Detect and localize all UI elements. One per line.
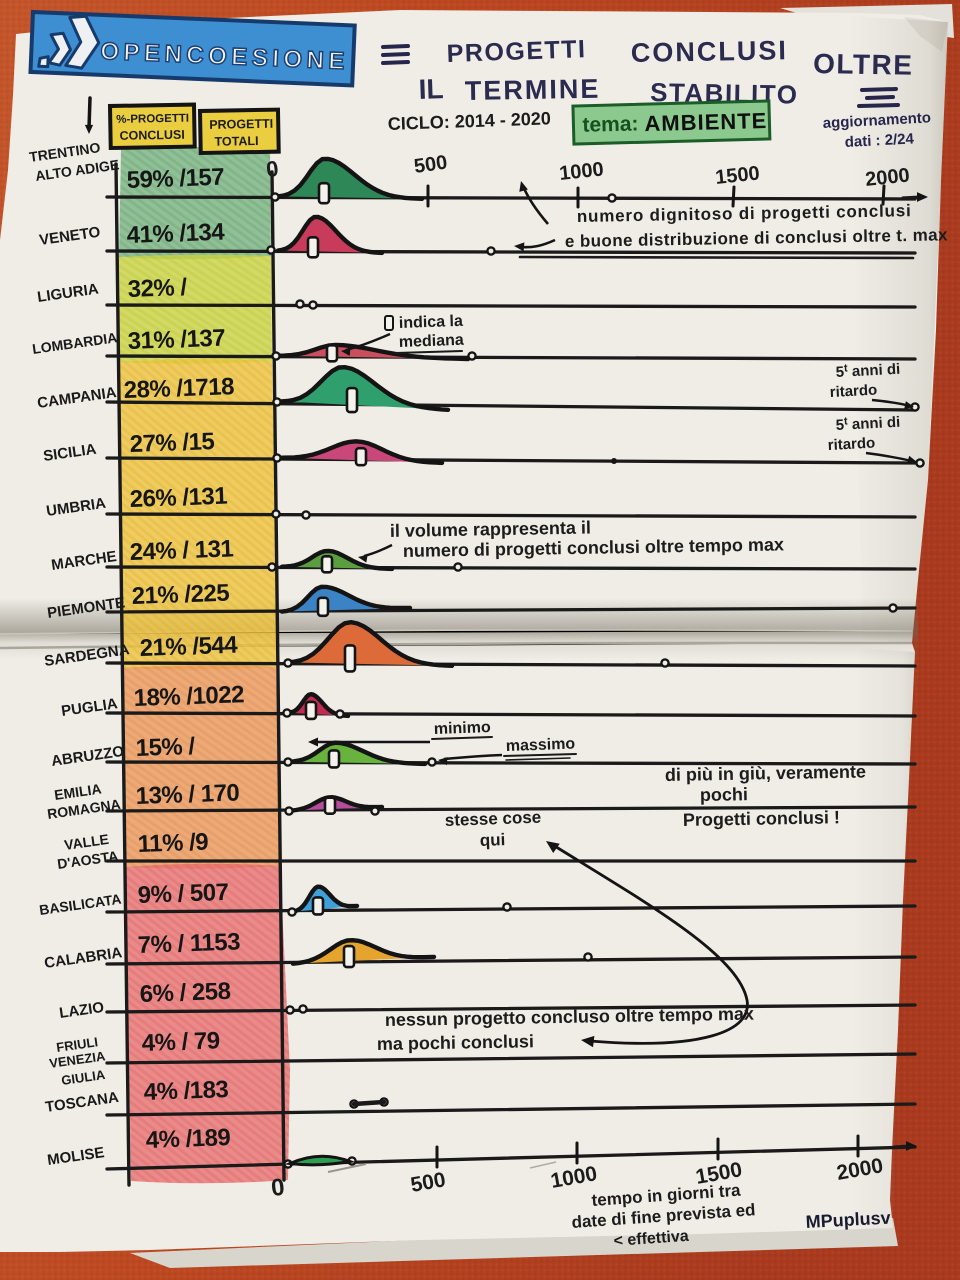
svg-text:aggiornamento: aggiornamento <box>822 109 931 132</box>
svg-text:CONCLUSI: CONCLUSI <box>631 35 788 68</box>
svg-text:Progetti conclusi !: Progetti conclusi ! <box>683 807 840 830</box>
svg-text:24% / 131: 24% / 131 <box>129 535 234 566</box>
svg-text:ritardo: ritardo <box>827 435 875 454</box>
svg-text:9% / 507: 9% / 507 <box>137 879 229 909</box>
svg-text:ritardo: ritardo <box>829 382 877 401</box>
svg-text:TERMINE: TERMINE <box>465 74 601 106</box>
svg-text:indica la: indica la <box>399 313 464 332</box>
svg-text:EMILIA: EMILIA <box>53 781 102 803</box>
svg-text:0: 0 <box>270 1174 286 1202</box>
svg-text:PROGETTI: PROGETTI <box>209 117 273 132</box>
svg-text:FRIULI: FRIULI <box>55 1034 99 1055</box>
svg-text:LAZIO: LAZIO <box>58 999 105 1022</box>
svg-text:MPuplusv: MPuplusv <box>805 1208 891 1232</box>
svg-text:stesse cose: stesse cose <box>444 808 541 830</box>
svg-text:GIULIA: GIULIA <box>60 1067 106 1088</box>
svg-text:32% /: 32% / <box>127 274 188 303</box>
svg-text:1500: 1500 <box>714 162 761 189</box>
svg-text:5t anni di: 5t anni di <box>835 413 900 434</box>
svg-text:OLTRE: OLTRE <box>813 48 914 81</box>
svg-text:5t anni di: 5t anni di <box>835 360 900 381</box>
svg-text:1000: 1000 <box>558 158 605 185</box>
svg-text:minimo: minimo <box>434 719 492 738</box>
svg-text:500: 500 <box>413 152 449 178</box>
svg-text:mediana: mediana <box>399 332 465 351</box>
svg-text:IL: IL <box>418 73 444 105</box>
svg-text:qui: qui <box>479 830 505 850</box>
svg-text:15% /: 15% / <box>135 733 196 762</box>
svg-text:di più in giù, veramente: di più in giù, veramente <box>665 761 866 785</box>
svg-text:0: 0 <box>265 156 280 182</box>
svg-text:4% /183: 4% /183 <box>143 1076 229 1106</box>
svg-text:dati : 2/24: dati : 2/24 <box>844 130 915 151</box>
svg-text:18% /1022: 18% /1022 <box>133 681 244 712</box>
svg-text:4% / 79: 4% / 79 <box>141 1027 220 1057</box>
svg-text:21% /544: 21% /544 <box>139 632 238 662</box>
svg-text:pochi: pochi <box>700 784 748 805</box>
svg-text:7% / 1153: 7% / 1153 <box>137 928 240 959</box>
svg-text:tema:: tema: <box>582 112 639 136</box>
svg-text:28% /1718: 28% /1718 <box>123 373 234 404</box>
svg-text:%-PROGETTI: %-PROGETTI <box>116 113 189 126</box>
svg-text:massimo: massimo <box>506 736 576 755</box>
svg-text:< effettiva: < effettiva <box>613 1228 689 1250</box>
svg-text:PROGETTI: PROGETTI <box>446 35 587 68</box>
svg-text:4% /189: 4% /189 <box>145 1124 231 1154</box>
svg-text:il volume rappresenta il: il volume rappresenta il <box>390 517 591 541</box>
svg-text:26% /131: 26% /131 <box>129 483 227 513</box>
svg-text:27% /15: 27% /15 <box>129 428 215 458</box>
svg-text:59% /157: 59% /157 <box>126 164 224 194</box>
svg-text:AMBIENTE: AMBIENTE <box>644 108 768 136</box>
svg-text:2000: 2000 <box>864 164 911 191</box>
svg-text:41% /134: 41% /134 <box>126 219 225 249</box>
svg-text:CONCLUSI: CONCLUSI <box>119 128 185 143</box>
svg-text:13% / 170: 13% / 170 <box>135 779 240 810</box>
svg-text:TOTALI: TOTALI <box>214 134 258 149</box>
svg-text:21% /225: 21% /225 <box>131 580 229 610</box>
svg-text:6% / 258: 6% / 258 <box>139 978 231 1008</box>
svg-text:VALLE: VALLE <box>63 831 110 853</box>
svg-text:ma pochi conclusi: ma pochi conclusi <box>377 1031 534 1054</box>
svg-text:11% /9: 11% /9 <box>137 829 208 858</box>
svg-text:31% /137: 31% /137 <box>127 325 225 355</box>
